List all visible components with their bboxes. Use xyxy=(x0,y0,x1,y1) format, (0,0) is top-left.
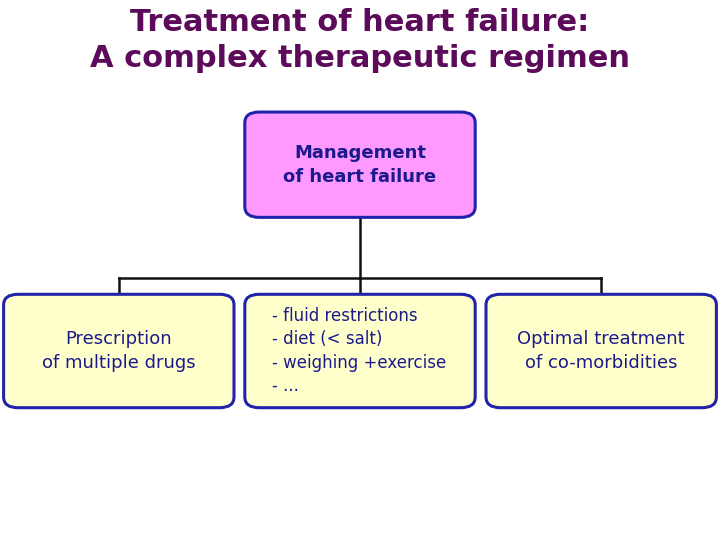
FancyBboxPatch shape xyxy=(4,294,234,408)
Text: - fluid restrictions
- diet (< salt)
- weighing +exercise
- ...: - fluid restrictions - diet (< salt) - w… xyxy=(272,307,446,395)
Text: Prescription
of multiple drugs: Prescription of multiple drugs xyxy=(42,330,196,372)
Text: Optimal treatment
of co-morbidities: Optimal treatment of co-morbidities xyxy=(518,330,685,372)
Text: Treatment of heart failure:
A complex therapeutic regimen: Treatment of heart failure: A complex th… xyxy=(90,8,630,73)
Text: Management
of heart failure: Management of heart failure xyxy=(284,144,436,186)
FancyBboxPatch shape xyxy=(486,294,716,408)
FancyBboxPatch shape xyxy=(245,112,475,217)
FancyBboxPatch shape xyxy=(245,294,475,408)
